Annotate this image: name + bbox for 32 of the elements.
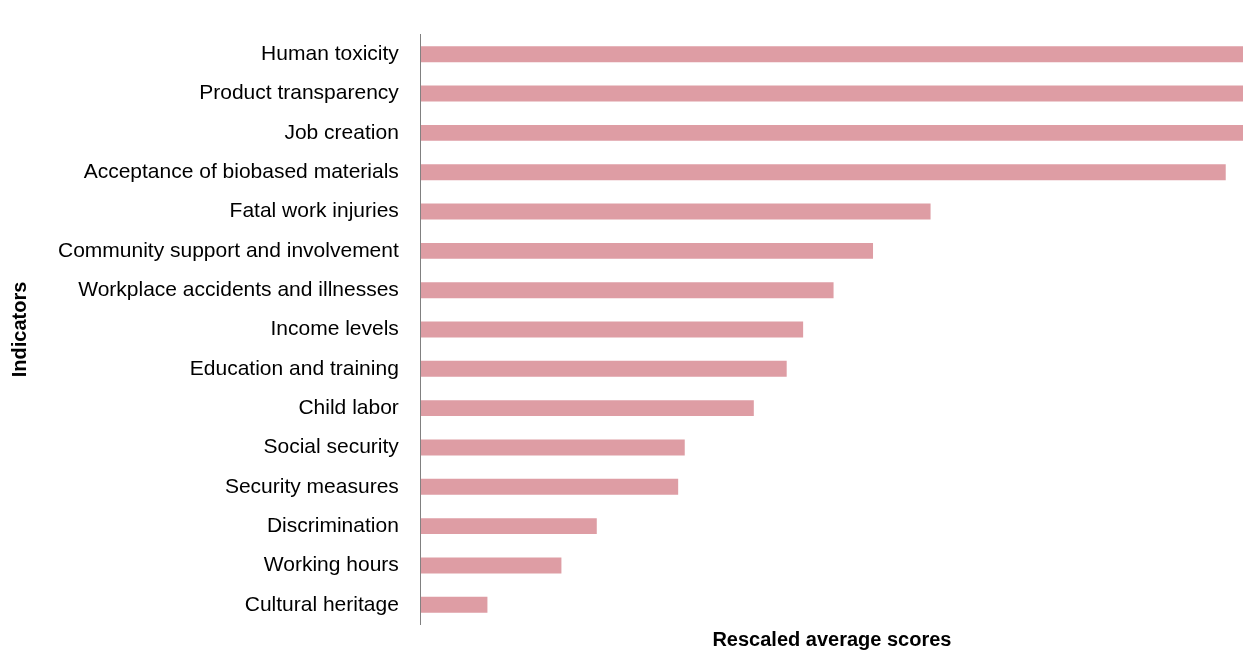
bar <box>420 478 679 495</box>
y-tick-label: Job creation <box>284 119 399 143</box>
bar <box>420 321 804 338</box>
y-tick-label: Discrimination <box>266 512 399 536</box>
bar <box>420 282 834 299</box>
bar <box>420 203 931 220</box>
y-tick-label: Social security <box>263 434 400 458</box>
y-tick-label: Acceptance of biobased materials <box>83 159 399 183</box>
y-tick-label: Income levels <box>270 316 399 340</box>
y-tick-label: Child labor <box>298 394 399 418</box>
bar <box>420 518 597 535</box>
y-tick-label: Education and training <box>189 355 399 379</box>
bar <box>420 557 562 574</box>
x-axis-title: Rescaled average scores <box>712 627 952 650</box>
y-tick-label: Human toxicity <box>261 41 400 65</box>
bar <box>420 124 1243 141</box>
bar <box>420 439 685 456</box>
bar <box>420 400 754 417</box>
y-tick-label: Cultural heritage <box>244 591 399 615</box>
y-tick-label: Community support and involvement <box>57 237 399 261</box>
bar <box>420 596 488 613</box>
y-tick-label: Product transparency <box>199 80 400 104</box>
y-tick-label: Security measures <box>224 473 399 497</box>
bar <box>420 164 1226 181</box>
bar <box>420 242 874 259</box>
bar <box>420 85 1243 102</box>
y-tick-label: Fatal work injuries <box>229 198 399 222</box>
y-axis-title: Indicators <box>7 281 30 378</box>
bar <box>420 360 787 377</box>
bar <box>420 46 1243 63</box>
y-tick-label: Workplace accidents and illnesses <box>78 276 399 300</box>
y-tick-label: Working hours <box>263 552 399 576</box>
